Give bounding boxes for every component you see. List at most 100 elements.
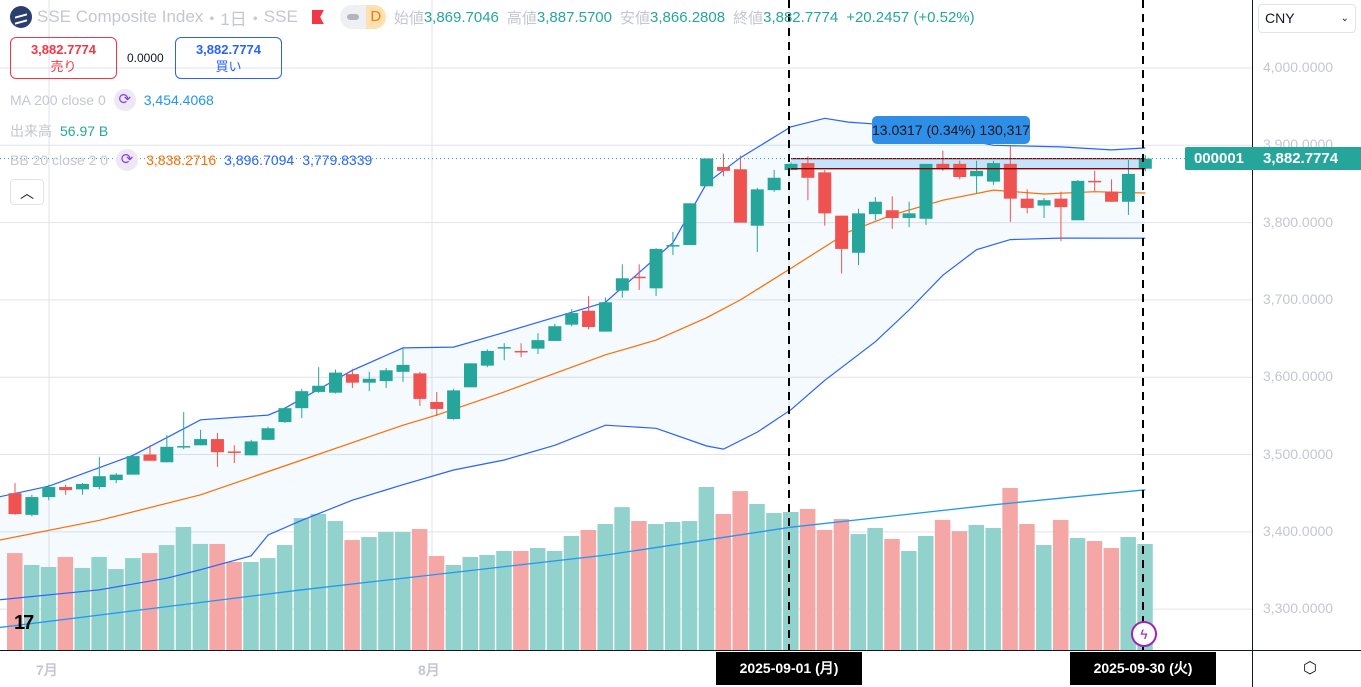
- volume-bar: [681, 521, 698, 650]
- candle-body: [801, 163, 815, 178]
- volume-bar: [715, 513, 732, 650]
- buy-price: 3,882.7774: [195, 42, 262, 57]
- volume-bar: [141, 553, 158, 650]
- bb-basis-line: [0, 189, 1146, 541]
- lightning-event-icon[interactable]: ϟ: [1131, 621, 1157, 647]
- volume-bar: [40, 567, 57, 650]
- bb-legend[interactable]: BB 20 close 2 0 ⟳ 3,838.2716 3,896.7094 …: [10, 149, 372, 171]
- symbol-title[interactable]: SSE Composite Index: [37, 7, 204, 26]
- interval-label[interactable]: 1日: [220, 9, 247, 29]
- volume-bar: [1052, 519, 1069, 650]
- candle-body: [396, 364, 410, 372]
- volume-bar: [1002, 487, 1018, 650]
- sell-button[interactable]: 3,882.7774 売り: [10, 37, 117, 79]
- volume-bar: [496, 551, 512, 650]
- volume-bar: [597, 524, 613, 650]
- candle-body: [733, 169, 747, 223]
- volume-bar: [1086, 540, 1103, 650]
- volume-bar: [23, 564, 40, 650]
- candle-body: [362, 378, 376, 383]
- volume-bar: [985, 527, 1001, 650]
- ma-legend[interactable]: MA 200 close 0 ⟳ 3,454.4068: [10, 89, 214, 111]
- last-price-label: 3,882.7774: [1253, 147, 1361, 170]
- chart-settings-icon[interactable]: ⬡: [1303, 660, 1317, 677]
- candle-body: [177, 446, 191, 448]
- volume-bar: [57, 556, 74, 650]
- candle-body: [59, 487, 73, 491]
- candle-body: [1054, 198, 1068, 208]
- candle-body: [345, 374, 359, 383]
- candle-body: [480, 350, 494, 366]
- candle-body: [447, 390, 461, 419]
- candle-body: [986, 163, 1000, 182]
- candle-body: [92, 476, 106, 488]
- sse-logo-icon: [10, 6, 32, 28]
- volume-bar: [698, 486, 715, 650]
- candle-body: [632, 276, 646, 279]
- candle-body: [42, 487, 56, 498]
- candle-body: [312, 385, 326, 392]
- refresh-icon[interactable]: ⟳: [116, 149, 139, 171]
- volume-bar: [175, 527, 192, 650]
- high-value: 3,887.5700: [536, 8, 612, 26]
- flag-icon[interactable]: [311, 10, 324, 24]
- volume-bar: [816, 529, 833, 650]
- volume-bar: [378, 532, 394, 650]
- price-tick-label: 3,600.0000: [1263, 368, 1334, 385]
- spread-value: 0.0000: [127, 51, 164, 65]
- candle-body: [750, 189, 764, 226]
- volume-bar: [361, 537, 377, 650]
- volume-bar: [934, 519, 951, 650]
- ma-name: MA 200 close 0: [10, 92, 106, 108]
- volume-bar: [580, 529, 597, 650]
- candle-body: [194, 439, 208, 446]
- price-tick-label: 3,500.0000: [1263, 445, 1334, 462]
- close-value: 3,882.7774: [763, 8, 839, 26]
- close-label: 終値: [733, 9, 764, 27]
- volume-bar: [783, 511, 799, 650]
- candle-body: [1003, 163, 1017, 199]
- candle-body: [868, 201, 882, 215]
- volume-bar: [614, 507, 630, 650]
- price-tick-label: 3,700.0000: [1263, 290, 1334, 307]
- low-value: 3,866.2808: [650, 8, 726, 26]
- candle-body: [25, 497, 39, 515]
- exchange-label: SSE: [263, 7, 298, 26]
- volume-bar: [1120, 537, 1136, 650]
- bb-name: BB 20 close 2 0: [10, 152, 109, 168]
- change-value: +20.2457 (+0.52%): [846, 8, 975, 26]
- separator: ・: [203, 9, 221, 29]
- candle-body: [615, 278, 629, 291]
- candle-body: [514, 350, 528, 353]
- candle-body: [430, 401, 444, 409]
- candle-body: [936, 163, 950, 170]
- volume-bar: [833, 518, 850, 650]
- candle-body: [885, 210, 899, 218]
- market-status-pill[interactable]: D: [339, 5, 386, 29]
- volume-bar: [260, 558, 276, 650]
- volume-bar: [209, 543, 225, 650]
- volume-legend[interactable]: 出来高 56.97 B: [10, 121, 108, 141]
- candle-body: [683, 203, 697, 246]
- tradingview-logo[interactable]: 17: [14, 612, 34, 634]
- candle-body: [278, 408, 292, 423]
- volume-bar: [91, 556, 107, 650]
- volume-bar: [1019, 524, 1035, 650]
- candle-body: [700, 158, 714, 187]
- bb-lower-line: [0, 237, 1146, 601]
- refresh-icon[interactable]: ⟳: [113, 89, 136, 111]
- ma-value: 3,454.4068: [143, 92, 214, 108]
- sell-label: 売り: [50, 59, 77, 74]
- buy-button[interactable]: 3,882.7774 買い: [175, 37, 282, 79]
- ma200-line: [0, 489, 1146, 629]
- candle-body: [1121, 173, 1135, 202]
- currency-select[interactable]: CNY ⌄: [1258, 4, 1356, 33]
- collapse-legend-button[interactable]: ︿: [10, 179, 44, 205]
- candle-body: [126, 456, 140, 475]
- candle-body: [565, 313, 579, 325]
- volume-bar: [158, 545, 175, 650]
- volume-value: 56.97 B: [60, 123, 109, 139]
- candle-body: [598, 302, 612, 332]
- candle-body: [1105, 191, 1119, 202]
